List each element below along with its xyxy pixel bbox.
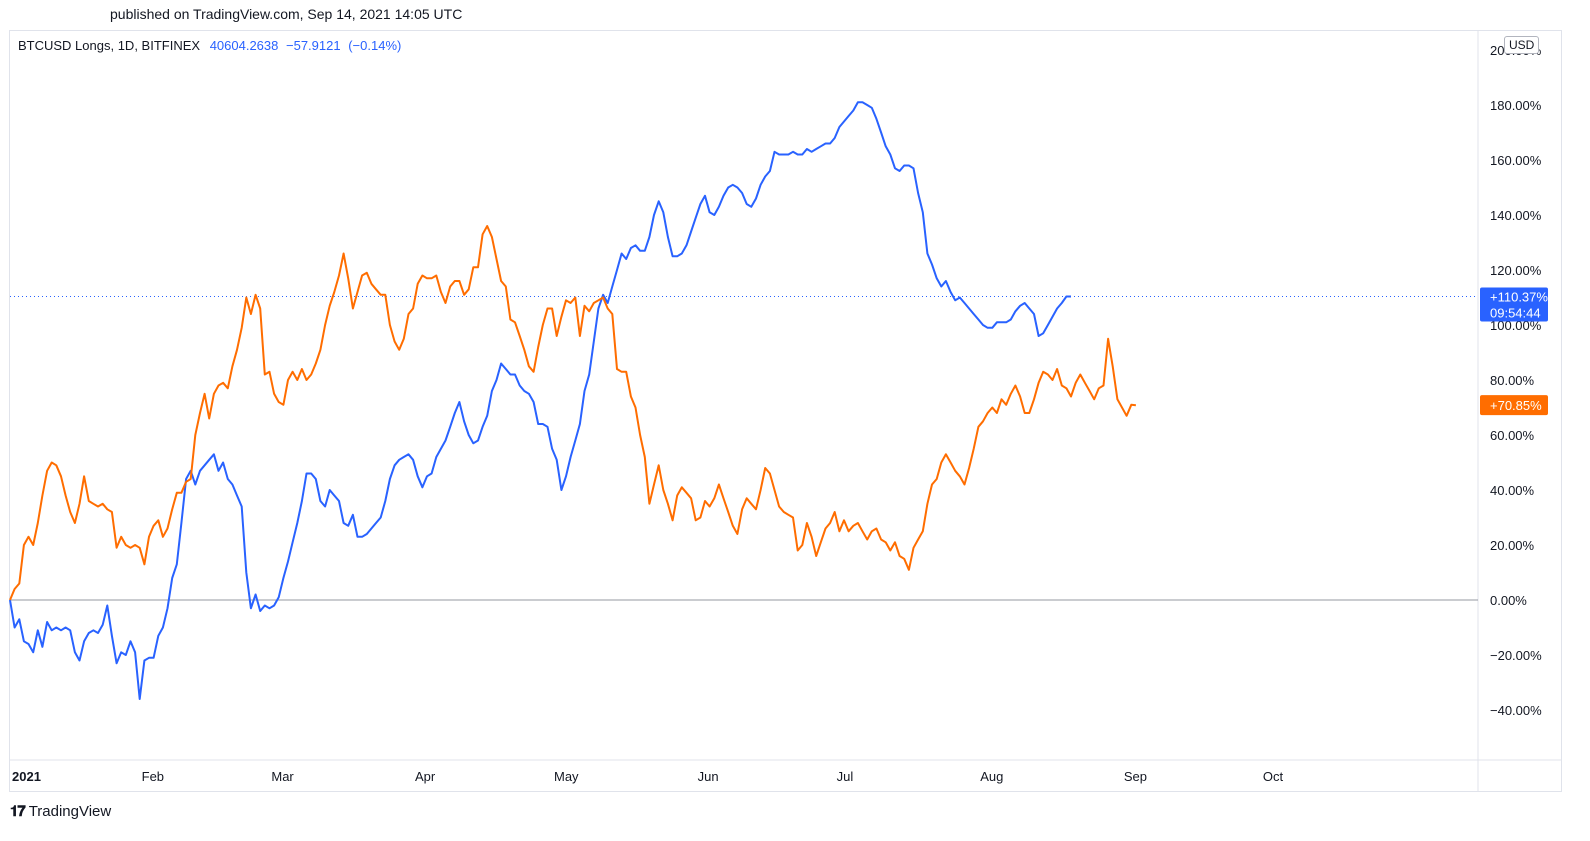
y-tick-label: 40.00%: [1490, 483, 1535, 498]
legend-change-pct: (−0.14%): [348, 38, 402, 53]
series-line-blue: [9, 101, 1071, 700]
last-label-orange-value: +70.85%: [1490, 398, 1542, 413]
x-tick-label: May: [554, 769, 579, 784]
brand-label: TradingView: [28, 803, 112, 820]
tradingview-logo-icon: 𝟏𝟕: [10, 803, 26, 820]
y-tick-label: 60.00%: [1490, 428, 1535, 443]
series-legend[interactable]: BTCUSD Longs, 1D, BITFINEX 40604.2638 −5…: [18, 38, 405, 53]
y-tick-label: 120.00%: [1490, 263, 1542, 278]
legend-last-value: 40604.2638: [209, 38, 279, 53]
x-tick-label: Aug: [980, 769, 1003, 784]
x-tick-label: Mar: [271, 769, 294, 784]
y-tick-label: −40.00%: [1490, 703, 1542, 718]
tradingview-brand[interactable]: 𝟏𝟕 TradingView: [10, 803, 111, 820]
last-label-orange-bg: [1480, 395, 1548, 416]
y-tick-label: −20.00%: [1490, 648, 1542, 663]
legend-symbol: BTCUSD Longs, 1D, BITFINEX: [18, 38, 201, 53]
currency-badge[interactable]: USD: [1504, 36, 1540, 54]
legend-values: 40604.2638 −57.9121 (−0.14%): [210, 38, 406, 53]
series-line-orange: [9, 225, 1136, 601]
x-tick-label: Sep: [1124, 769, 1147, 784]
x-tick-label: 2021: [12, 769, 41, 784]
y-tick-label: 20.00%: [1490, 538, 1535, 553]
last-label-blue-countdown: 09:54:44: [1490, 305, 1541, 320]
x-tick-label: Oct: [1263, 769, 1284, 784]
y-tick-label: 180.00%: [1490, 98, 1542, 113]
x-tick-label: Apr: [415, 769, 436, 784]
published-caption: published on TradingView.com, Sep 14, 20…: [110, 6, 463, 22]
y-tick-label: 80.00%: [1490, 373, 1535, 388]
y-tick-label: 140.00%: [1490, 208, 1542, 223]
x-tick-label: Feb: [142, 769, 164, 784]
legend-change: −57.9121: [286, 38, 341, 53]
last-label-blue-value: +110.37%: [1490, 289, 1548, 304]
y-tick-label: 160.00%: [1490, 153, 1542, 168]
y-tick-label: 100.00%: [1490, 318, 1542, 333]
x-tick-label: Jul: [837, 769, 854, 784]
last-label-blue-bg: [1480, 287, 1548, 322]
y-tick-label: 0.00%: [1490, 593, 1527, 608]
x-tick-label: Jun: [698, 769, 719, 784]
chart-frame: [9, 30, 1562, 792]
